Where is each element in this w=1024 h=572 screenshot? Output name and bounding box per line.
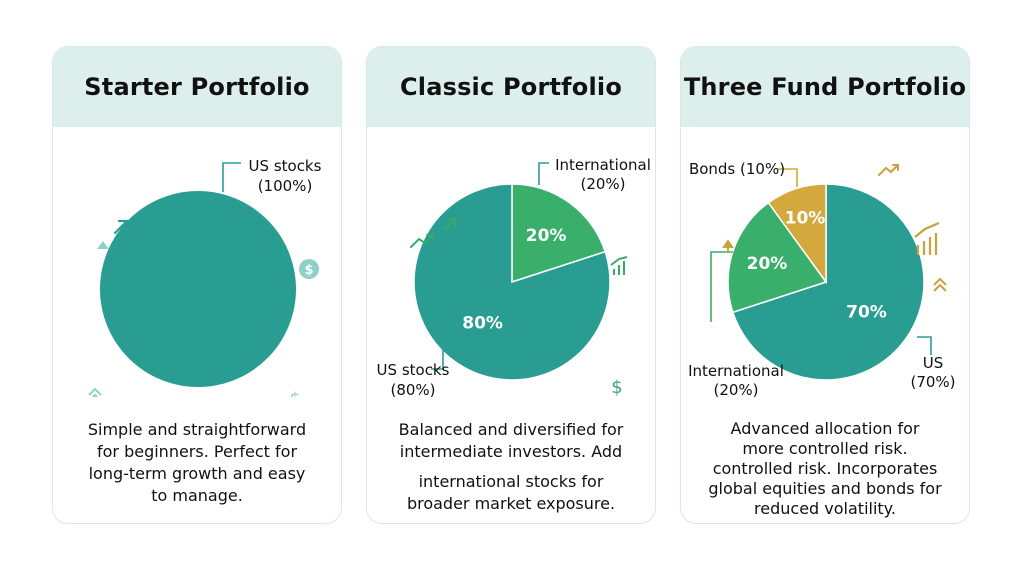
slice-label-us-stocks-line2: (100%) [258, 177, 313, 195]
up-right-arrow-icon [443, 217, 457, 231]
pie-slice-bonds [767, 183, 827, 285]
slice-label-international-line2: (20%) [713, 381, 758, 397]
description-line: Balanced and diversified for [398, 420, 624, 439]
slice-label-us-stocks-line1: US stocks [377, 361, 450, 379]
slice-value-label-international: 20% [526, 226, 567, 246]
slice-label-us-stocks-line2: (80%) [390, 381, 435, 397]
slice-label-us-line2: (70%) [910, 373, 955, 391]
up-arrow-icon [722, 239, 734, 253]
triangle-icon [97, 241, 109, 249]
description-line: Advanced allocation for [730, 419, 920, 438]
description-line: broader market exposure. [406, 494, 616, 513]
bar-chart-icon [610, 256, 628, 275]
pie-slice-us-stocks [100, 191, 296, 387]
description-line: Simple and straightforward [87, 420, 307, 439]
card-description: Simple and straightforward for beginners… [65, 419, 329, 507]
dollar-sign-icon: $ [289, 389, 300, 397]
leader-line-bonds [777, 168, 798, 187]
slice-label-international-line1: International [688, 362, 784, 380]
pie-slice-us-stocks [413, 183, 611, 381]
double-chevron-up-icon [933, 277, 947, 292]
pie-slice-international [511, 183, 607, 284]
dollar-sign-icon: $ [611, 377, 622, 397]
trend-up-icon [878, 164, 899, 176]
slice-value-label-international: 20% [747, 254, 788, 274]
description-line: international stocks for [418, 472, 604, 491]
leader-line-us [917, 336, 932, 355]
card-three-fund-portfolio: Three Fund Portfolio 70% 20% 10% Bonds (… [680, 46, 970, 524]
card-starter-portfolio: Starter Portfolio US stocks (100%) $ $ S… [52, 46, 342, 524]
leader-line-us-stocks [431, 345, 444, 370]
leader-line-us-stocks [222, 162, 241, 192]
card-description: Advanced allocation for more controlled … [693, 419, 957, 519]
description-line: intermediate investors. Add [399, 442, 623, 461]
card-header: Classic Portfolio [367, 47, 655, 127]
slice-value-label-bonds: 10% [785, 208, 826, 228]
bar-chart-icon [914, 221, 940, 255]
leader-line-international [710, 251, 733, 322]
slice-label-bonds: Bonds (10%) [689, 160, 785, 178]
description-line: for beginners. Perfect for [96, 442, 298, 461]
description-line: global equities and bonds for [708, 479, 942, 498]
leader-line-international [538, 162, 549, 185]
card-header: Three Fund Portfolio [681, 47, 969, 127]
double-chevron-up-icon [88, 387, 102, 397]
svg-text:$: $ [304, 263, 313, 278]
pie-chart-three-fund: 70% 20% 10% Bonds (10%) International (2… [688, 160, 955, 397]
card-title: Starter Portfolio [84, 73, 310, 101]
pie-chart-starter: US stocks (100%) $ $ [88, 157, 322, 397]
card-header: Starter Portfolio [53, 47, 341, 127]
card-title: Classic Portfolio [399, 73, 623, 101]
card-classic-portfolio: Classic Portfolio 20% 80% International … [366, 46, 656, 524]
slice-label-us-line1: US [923, 354, 944, 372]
description-line: controlled risk. Incorporates [712, 459, 938, 478]
slice-value-label-us: 70% [846, 302, 887, 322]
dollar-coin-icon: $ [299, 259, 319, 279]
pie-chart-classic: 20% 80% International (20%) US stocks (8… [377, 156, 651, 397]
pie-slice-us [731, 183, 925, 381]
slice-label-international-line2: (20%) [580, 175, 625, 193]
up-right-arrow-icon [113, 219, 129, 235]
description-line: to manage. [151, 486, 243, 505]
description-line: reduced volatility. [754, 499, 896, 518]
description-line: more controlled risk. [742, 439, 908, 458]
card-description: Balanced and diversified for intermediat… [379, 419, 643, 515]
trend-up-icon [410, 234, 434, 248]
card-title: Three Fund Portfolio [683, 73, 967, 101]
slice-label-international-line1: International [555, 156, 651, 174]
description-line: long-term growth and easy [88, 464, 306, 483]
slice-value-label-us-stocks: 80% [462, 314, 503, 334]
slice-label-us-stocks-line1: US stocks [249, 157, 322, 175]
